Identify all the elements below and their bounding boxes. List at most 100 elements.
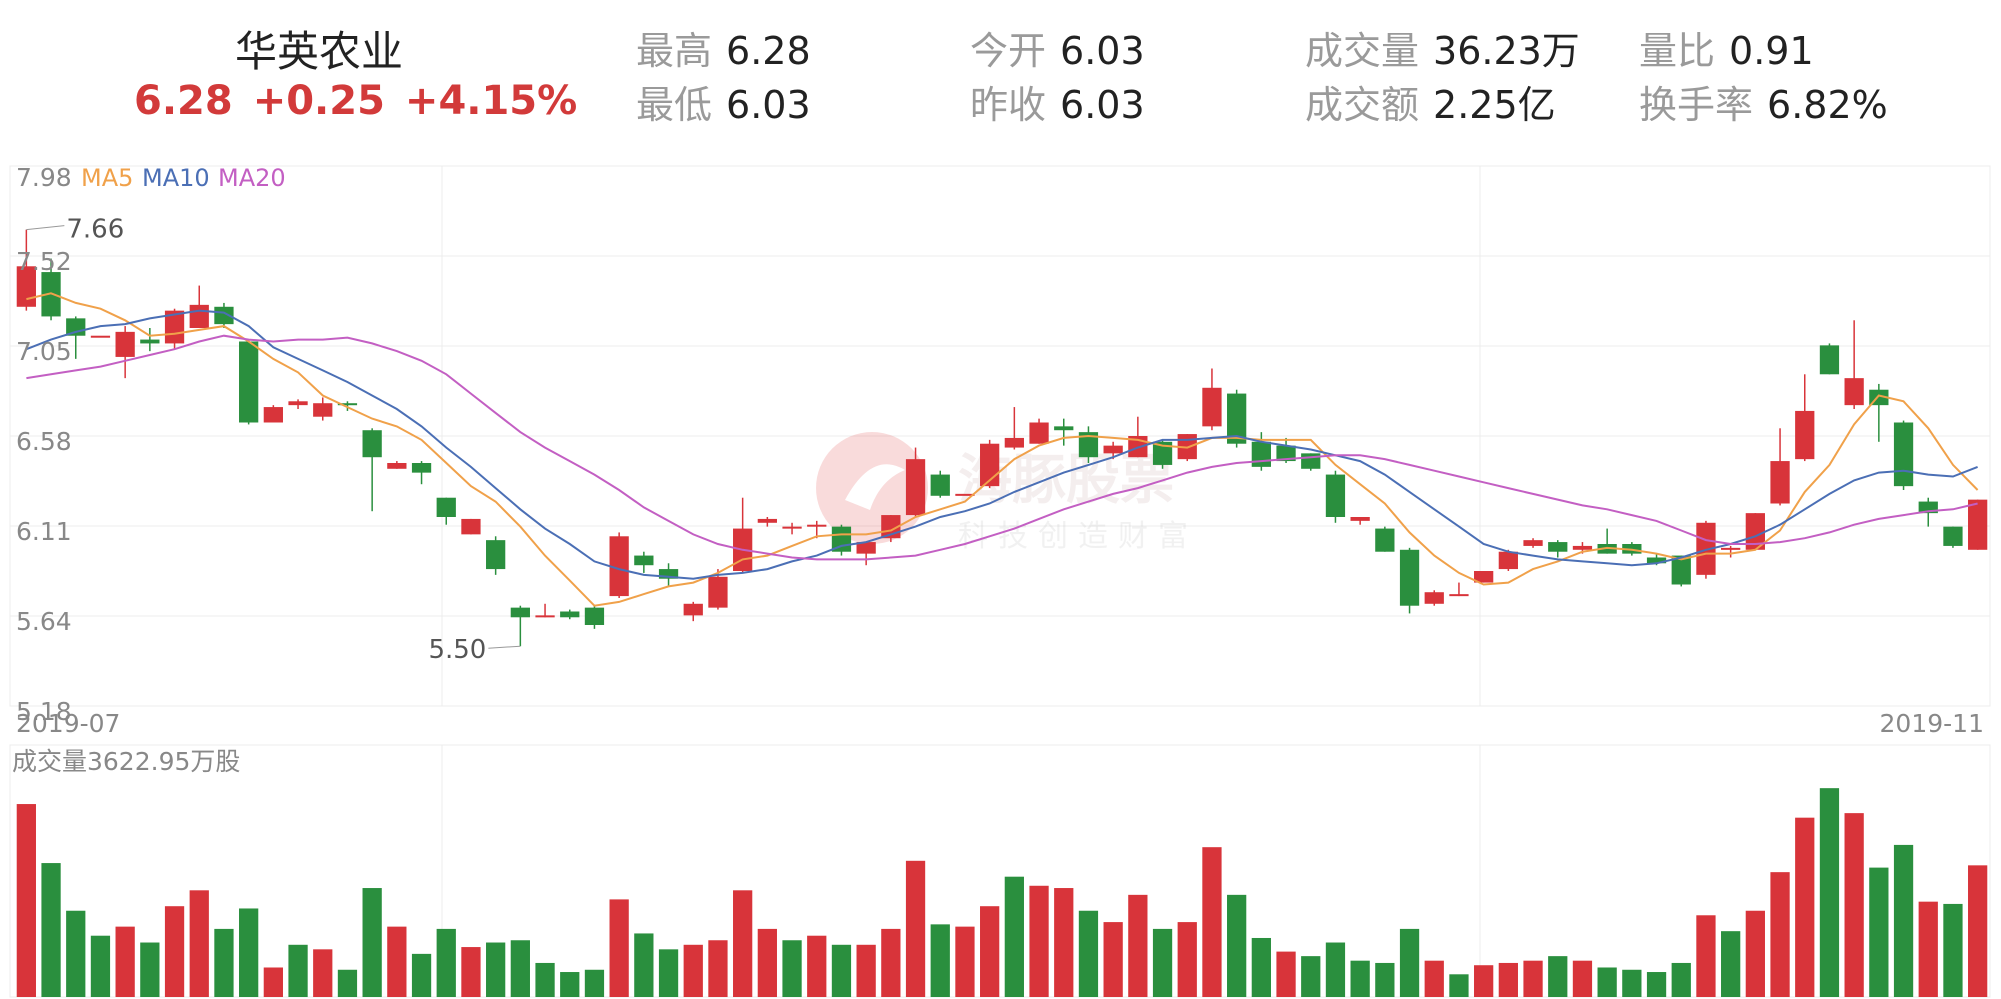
volume-bar [313,949,333,997]
candle-body [387,463,407,469]
candle-body [1498,551,1518,570]
volume-bar [1276,951,1296,997]
stat-turnover-rate: 换手率 6.82% [1639,74,1888,129]
volume-bar [1202,847,1222,997]
volume-bar [288,944,308,997]
volume-bar [1449,974,1469,997]
volume-bar [905,860,926,997]
max-marker-line [26,225,65,231]
candle-body [1795,410,1815,460]
volume-bar [263,967,283,997]
candle-body [1523,540,1543,546]
stat-volume: 成交量 36.23万 [1305,20,1580,75]
candle-body [757,518,777,523]
stat-volume-label: 成交量 [1305,29,1420,73]
candle-body [115,331,135,357]
candle-body [1646,557,1667,564]
volume-bar [1251,937,1271,997]
volume-bar [708,940,728,997]
volume-bar [337,969,358,997]
candle-body [263,407,283,423]
volume-bar [1424,960,1444,997]
stat-turnover: 成交额 2.25亿 [1305,74,1556,129]
x-tick-label: 2019-07 [16,709,120,738]
volume-bar [782,940,802,997]
volume-bar [584,969,605,997]
volume-bar [1696,915,1716,997]
volume-bar [1819,788,1840,997]
stat-prev-close: 昨收 6.03 [970,74,1145,129]
volume-bar [41,863,61,997]
volume-bar [1004,876,1024,997]
candle-body [1893,422,1914,487]
candle-body [1152,441,1173,465]
volume-bar [658,949,679,997]
volume-bar [634,933,654,997]
y-tick-label: 7.52 [16,247,72,276]
volume-bar [115,926,135,997]
volume-bar [1622,969,1642,997]
stat-open: 今开 6.03 [970,20,1145,75]
candle-body [1745,513,1765,550]
volume-bar [1795,817,1815,997]
volume-bar [1721,931,1741,997]
candle-body [1227,393,1247,444]
legend-ma5: MA5 [81,164,133,192]
volume-bar [1943,903,1963,997]
volume-bar [189,890,209,997]
candle-body [1819,345,1840,375]
candle-body [1424,592,1444,604]
quote-line: 6.28 +0.25 +4.15% [134,78,597,124]
watermark-logo-swirl [845,464,905,510]
candle-body [1572,545,1593,550]
volume-bar [1103,922,1123,997]
legend-ma10: MA10 [142,164,210,192]
candle-body [609,536,629,597]
volume-bar [683,944,703,997]
x-tick-label: 2019-11 [1880,709,1984,738]
volume-bar [411,953,432,997]
volume-bar [1029,885,1049,997]
y-tick-label: 6.11 [16,517,72,546]
stat-low-value: 6.03 [726,83,811,127]
max-price-label: 7.66 [66,215,124,245]
volume-bar [535,962,555,997]
candle-body [164,310,185,344]
stat-prev-close-label: 昨收 [970,83,1047,127]
volume-bar [214,928,234,997]
candle-body [1770,461,1790,504]
min-marker-line [488,645,521,649]
candle-body [189,304,209,328]
candle-body [634,555,654,566]
stat-turnover-label: 成交额 [1305,83,1420,127]
y-tick-label: 7.98 [16,163,72,192]
candle-body [1375,528,1395,552]
candle-body [1399,549,1420,606]
candle-body [16,266,36,307]
chart-grid [9,165,1991,998]
candle-body [905,459,926,516]
candle-body [214,306,234,325]
volume-bar [1597,967,1617,997]
volume-bar [1399,928,1420,997]
stock-name: 华英农业 [235,27,404,76]
candle-body [90,335,111,338]
volume-bar [486,942,506,997]
volume-bar [1152,928,1173,997]
candle-body [683,603,703,616]
candle-body [1548,542,1568,552]
min-price-label: 5.50 [428,635,486,665]
y-tick-label: 7.05 [16,337,72,366]
volume-bar [1078,910,1099,997]
candle-body [930,474,950,496]
stat-prev-close-value: 6.03 [1060,83,1145,127]
volume-bar [1128,894,1148,997]
y-tick-label: 5.64 [16,607,72,636]
candle-body [1721,547,1741,550]
candlesticks [16,229,1988,647]
volume-bar [1918,901,1938,997]
candle-body [1054,426,1074,431]
volume-panel-frame [9,744,1991,998]
candle-body [1004,437,1024,448]
volume-bar [1325,942,1346,997]
